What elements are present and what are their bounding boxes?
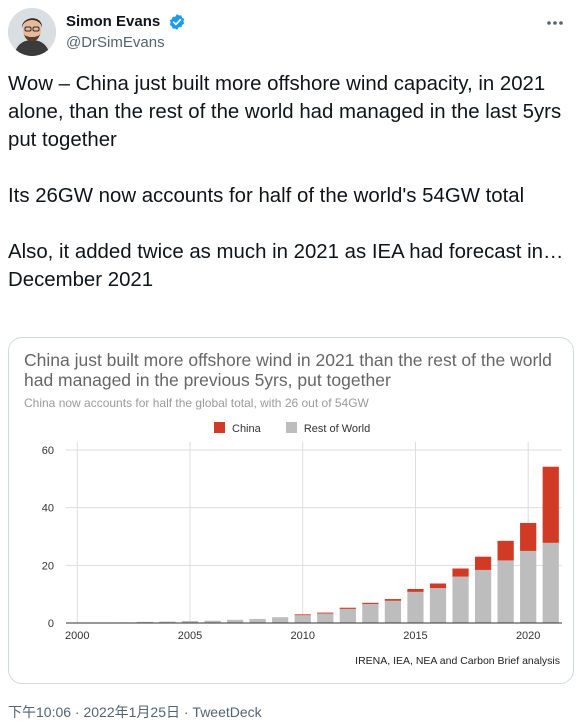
avatar[interactable] bbox=[8, 8, 56, 56]
display-name[interactable]: Simon Evans bbox=[66, 13, 161, 30]
bar-china bbox=[362, 602, 379, 604]
legend-label-rest: Rest of World bbox=[303, 423, 371, 435]
x-tick-label: 2015 bbox=[403, 630, 427, 642]
x-tick-label: 2005 bbox=[178, 630, 202, 642]
bar-china bbox=[520, 522, 537, 551]
author-handle[interactable]: @DrSimEvans bbox=[66, 34, 165, 51]
chart-title: China just built more offshore wind in 2… bbox=[24, 350, 552, 390]
bar-rest-of-world bbox=[339, 608, 356, 623]
x-tick-label: 2020 bbox=[516, 630, 540, 642]
bar-rest-of-world bbox=[362, 603, 379, 623]
bar-china bbox=[429, 583, 447, 589]
legend-swatch-china bbox=[214, 422, 225, 433]
bar-china bbox=[497, 540, 514, 561]
y-tick-label: 40 bbox=[42, 503, 54, 515]
tweet-header: Simon Evans @DrSimEvans bbox=[8, 8, 574, 56]
bar-rest-of-world bbox=[181, 620, 199, 623]
tweet-timestamp[interactable]: 下午10:06 · 2022年1月25日 · TweetDeck bbox=[8, 704, 262, 720]
bar-rest-of-world bbox=[294, 615, 311, 623]
avatar-photo-icon bbox=[8, 8, 56, 56]
bar-rest-of-world bbox=[452, 576, 469, 623]
bar-rest-of-world bbox=[159, 621, 176, 623]
bar-rest-of-world bbox=[249, 618, 266, 623]
bar-rest-of-world bbox=[497, 560, 514, 623]
bar-china bbox=[474, 556, 492, 570]
bar-china bbox=[294, 614, 311, 616]
bar-rest-of-world bbox=[317, 613, 334, 623]
bar-rest-of-world bbox=[429, 588, 447, 623]
bar-rest-of-world bbox=[520, 550, 537, 623]
chart-image[interactable]: China just built more offshore wind in 2… bbox=[8, 337, 574, 684]
chart-subtitle: China now accounts for half the global t… bbox=[24, 396, 369, 410]
bar-rest-of-world bbox=[407, 591, 424, 623]
chart-source: IRENA, IEA, NEA and Carbon Brief analysi… bbox=[355, 655, 560, 667]
more-options-icon[interactable] bbox=[542, 10, 568, 36]
bar-china bbox=[384, 599, 402, 601]
legend-item-rest: Rest of World bbox=[285, 422, 371, 435]
bar-china bbox=[317, 612, 334, 614]
x-tick-label: 2000 bbox=[65, 630, 89, 642]
legend-item-china: China bbox=[214, 422, 261, 435]
y-tick-label: 0 bbox=[48, 618, 54, 630]
chart-plot-area: 0 20 40 60 2000 2005 2010 2015 2020 bbox=[42, 442, 562, 642]
bar-china bbox=[542, 466, 559, 543]
tweet-text: Wow – China just built more offshore win… bbox=[8, 73, 564, 291]
legend-label-china: China bbox=[232, 423, 261, 435]
bar-rest-of-world bbox=[542, 542, 559, 623]
y-tick-label: 20 bbox=[42, 560, 54, 572]
author-block: Simon Evans @DrSimEvans bbox=[66, 12, 186, 53]
bar-rest-of-world bbox=[226, 619, 244, 623]
y-tick-label: 60 bbox=[42, 445, 54, 457]
bar-rest-of-world bbox=[204, 620, 221, 623]
bar-china bbox=[407, 588, 424, 592]
legend-swatch-rest bbox=[285, 422, 297, 433]
bar-china bbox=[452, 568, 469, 577]
bar-china bbox=[339, 607, 356, 609]
verified-badge-icon bbox=[168, 13, 186, 31]
bar-rest-of-world bbox=[474, 569, 492, 623]
bar-rest-of-world bbox=[136, 621, 154, 623]
bar-rest-of-world bbox=[272, 617, 289, 623]
chart-legend: China Rest of World bbox=[214, 422, 392, 435]
bar-rest-of-world bbox=[384, 600, 402, 623]
x-tick-label: 2010 bbox=[290, 630, 314, 642]
